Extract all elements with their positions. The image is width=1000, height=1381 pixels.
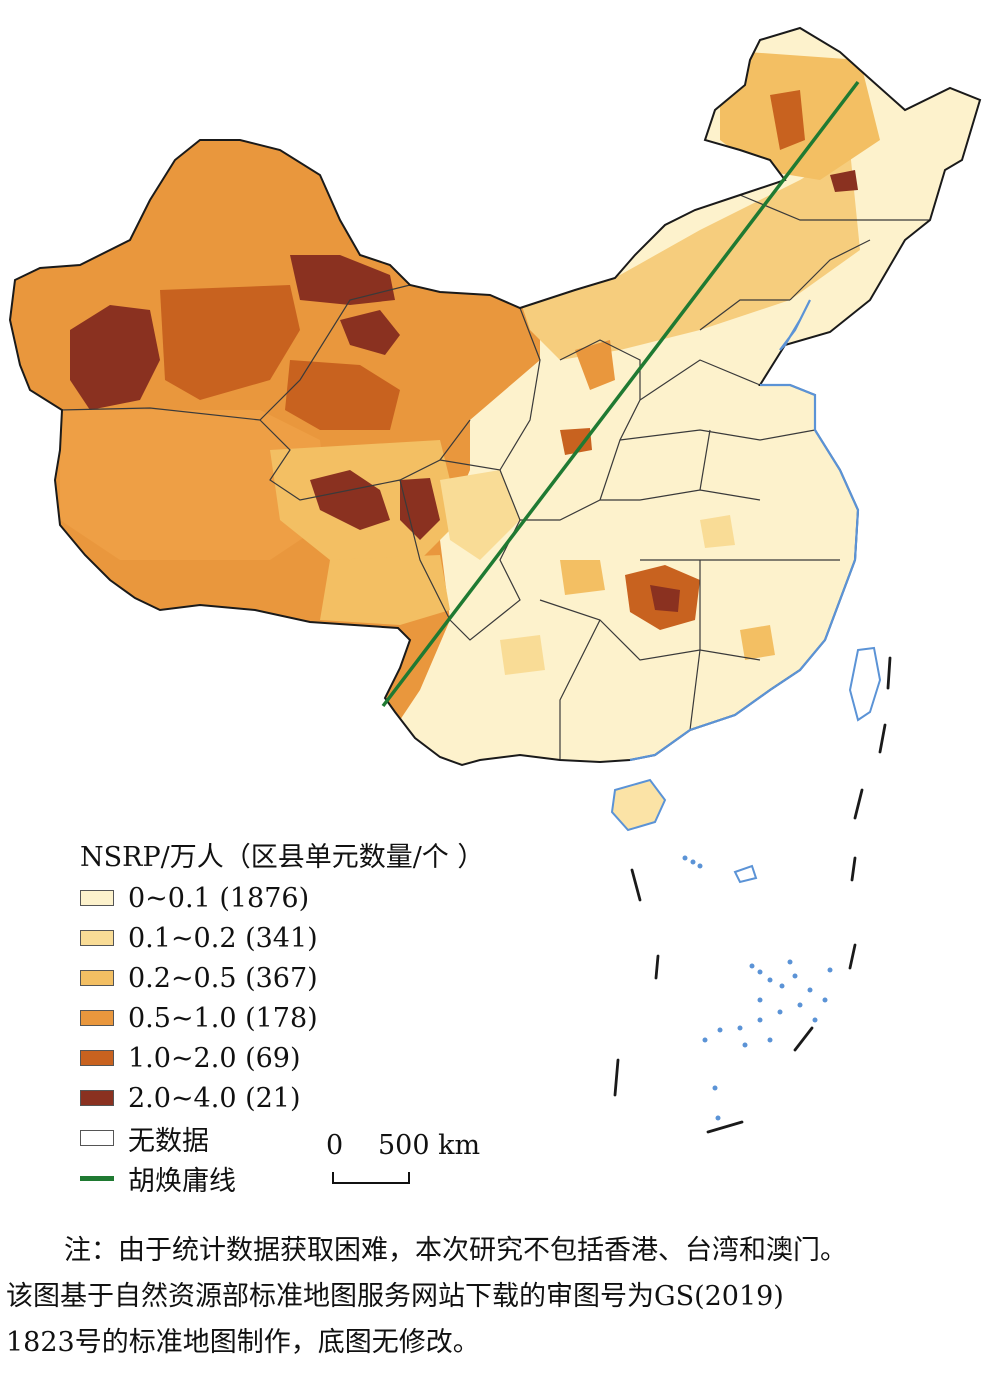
legend-swatch — [80, 1050, 114, 1066]
shaanxi-hotspot — [560, 428, 592, 455]
hainan-island — [610, 778, 667, 832]
legend-label: 2.0~4.0 (21) — [128, 1082, 301, 1114]
coastline — [629, 299, 860, 762]
inner-mongolia-fill — [520, 150, 860, 360]
ningxia-hotspot — [575, 340, 615, 390]
xinjiang-south-fill — [60, 410, 330, 560]
map-legend: NSRP/万人（区县单元数量/个 ） 0~0.1 (1876) 0.1~0.2 … — [80, 838, 484, 1198]
hu-line — [381, 80, 860, 708]
legend-swatch — [80, 930, 114, 946]
bohai-coast — [779, 299, 811, 351]
xinjiang-mid-fill-2 — [285, 360, 400, 430]
legend-label: 0~0.1 (1876) — [128, 882, 310, 914]
province-borders — [59, 194, 930, 760]
legend-label: 无数据 — [128, 1125, 209, 1157]
note-line-1: 注：由于统计数据获取困难，本次研究不包括香港、台湾和澳门。 — [64, 1235, 847, 1266]
nine-dash-line — [613, 656, 892, 1134]
legend-item: 0.2~0.5 (367) — [80, 958, 484, 998]
legend-swatch — [80, 1130, 114, 1146]
central-hotspot-core — [650, 585, 680, 612]
note-line-3: 1823号的标准地图制作，底图无修改。 — [6, 1327, 480, 1358]
dongsha-island — [733, 864, 758, 884]
legend-swatch — [80, 970, 114, 986]
scale-distance-label: 500 km — [378, 1130, 481, 1161]
xinjiang-hotspot-2 — [290, 255, 395, 305]
figure-note: 注：由于统计数据获取困难，本次研究不包括香港、台湾和澳门。 该图基于自然资源部标… — [6, 1228, 996, 1366]
south-patch-1 — [700, 515, 735, 548]
legend-label: 胡焕庸线 — [128, 1165, 236, 1197]
qinghai-hotspot — [310, 470, 390, 530]
xinjiang-hotspot-1 — [70, 305, 160, 410]
legend-item-no-data: 无数据 — [80, 1118, 484, 1158]
tibet-east-fill — [320, 555, 450, 625]
xinjiang-hotspot-3 — [340, 310, 400, 355]
legend-label: 0.1~0.2 (341) — [128, 922, 318, 954]
south-patch-3 — [500, 635, 545, 675]
jilin-hotspot — [830, 170, 858, 192]
legend-item: 1.0~2.0 (69) — [80, 1038, 484, 1078]
legend-item: 0~0.1 (1876) — [80, 878, 484, 918]
taiwan-island — [848, 646, 882, 722]
legend-swatch — [80, 1090, 114, 1106]
legend-swatch — [80, 1010, 114, 1026]
choropleth-layer — [10, 28, 980, 765]
legend-title: NSRP/万人（区县单元数量/个 ） — [80, 842, 485, 873]
scale-bar-line — [332, 1172, 410, 1184]
legend-item: 2.0~4.0 (21) — [80, 1078, 484, 1118]
legend-item: 0.5~1.0 (178) — [80, 998, 484, 1038]
legend-label: 0.5~1.0 (178) — [128, 1002, 318, 1034]
note-line-2: 该图基于自然资源部标准地图服务网站下载的审图号为GS(2019) — [6, 1281, 784, 1312]
south-patch-2 — [560, 560, 605, 595]
legend-label: 1.0~2.0 (69) — [128, 1042, 301, 1074]
scale-bar: 0 500 km — [326, 1130, 496, 1190]
china-map — [8, 26, 982, 1134]
legend-swatch — [80, 890, 114, 906]
legend-item-hu-line: 胡焕庸线 — [80, 1158, 484, 1198]
legend-line-swatch — [80, 1175, 114, 1181]
xinjiang-mid-fill — [160, 285, 300, 400]
legend-item: 0.1~0.2 (341) — [80, 918, 484, 958]
legend-label: 0.2~0.5 (367) — [128, 962, 318, 994]
tibet-hotspot — [400, 478, 440, 540]
south-patch-4 — [740, 625, 775, 660]
south-china-sea-islands — [682, 855, 833, 1121]
scale-zero-label: 0 — [326, 1130, 344, 1161]
heilongjiang-hotspot — [770, 90, 805, 150]
sichuan-west-fill — [440, 470, 520, 560]
